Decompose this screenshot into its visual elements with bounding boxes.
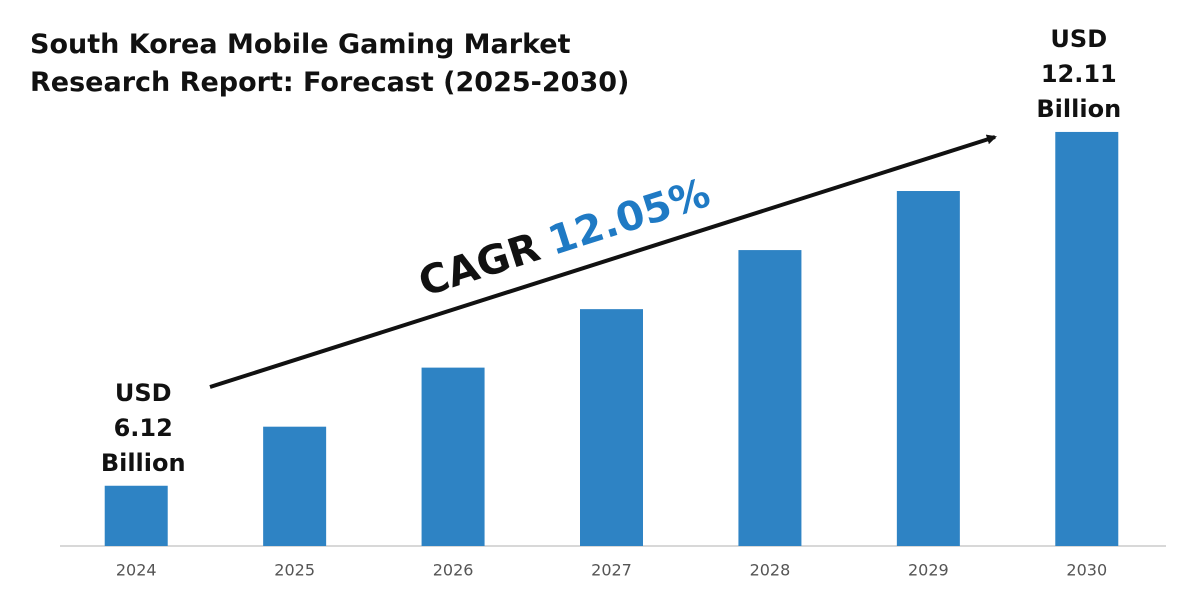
bar (580, 309, 643, 546)
bar (738, 250, 802, 547)
value-label: USD 12.11 Billion (1036, 25, 1121, 123)
chart-title: South Korea Mobile Gaming Market Researc… (30, 29, 630, 98)
cagr-annotation: CAGR12.05% (413, 170, 715, 306)
x-tick-label: 2026 (433, 561, 474, 580)
cagr-value: 12.05% (543, 170, 716, 264)
x-tick-label: 2029 (908, 561, 949, 580)
cagr-label: CAGR (413, 224, 545, 306)
bar (421, 367, 485, 546)
x-tick-label: 2024 (116, 561, 157, 580)
trend-arrow (209, 134, 997, 389)
bar (1055, 131, 1119, 546)
x-tick-label: 2030 (1066, 561, 1107, 580)
value-label: USD 6.12 Billion (101, 379, 186, 477)
bar (896, 191, 960, 546)
bar (104, 485, 168, 546)
x-tick-label: 2027 (591, 561, 632, 580)
bar (263, 426, 327, 546)
x-tick-label: 2028 (750, 561, 791, 580)
x-tick-label: 2025 (274, 561, 315, 580)
